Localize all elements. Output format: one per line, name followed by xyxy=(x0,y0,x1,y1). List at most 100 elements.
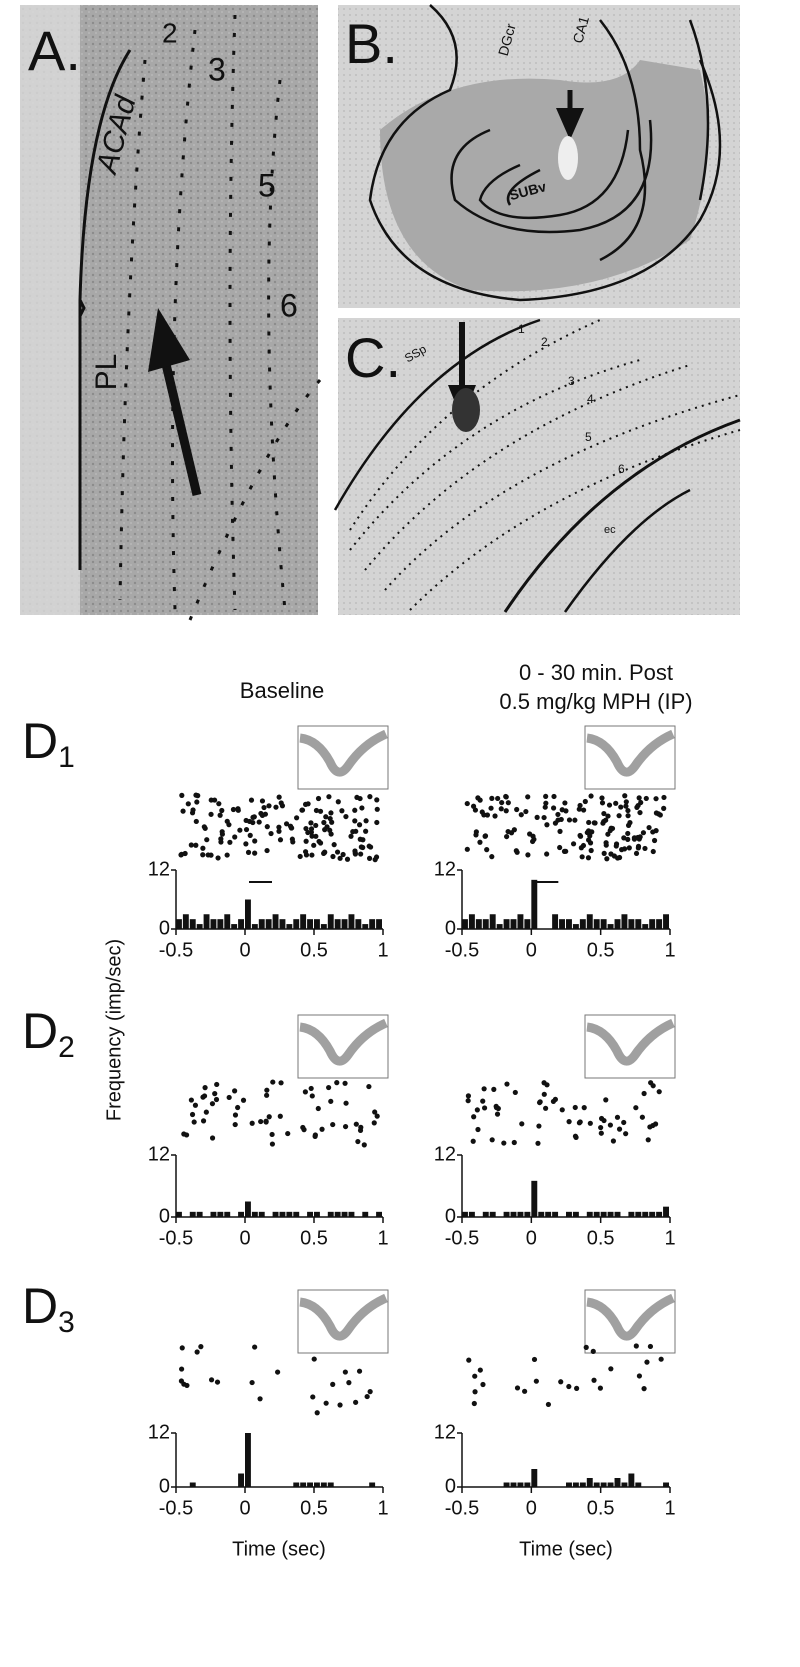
raster-spike xyxy=(193,842,199,848)
raster-spike xyxy=(308,820,314,826)
raster-spike xyxy=(581,1105,587,1111)
raster-spike xyxy=(346,1380,352,1386)
raster-spike xyxy=(278,1080,284,1086)
raster-spike xyxy=(489,1137,495,1143)
histogram-bar xyxy=(489,914,496,929)
histogram-bar xyxy=(538,1211,545,1217)
raster-spike xyxy=(551,805,557,811)
raster-spike xyxy=(330,1381,336,1387)
raster-spike xyxy=(470,1138,476,1144)
raster-spike xyxy=(625,822,632,828)
x-tick-label: 0.5 xyxy=(300,1497,328,1519)
raster-spike xyxy=(208,852,214,858)
histogram-bar xyxy=(566,1211,572,1217)
raster-spike xyxy=(266,803,272,809)
histogram-bar xyxy=(635,1211,642,1217)
raster-spike xyxy=(503,793,509,800)
raster-spike xyxy=(355,1138,361,1145)
raster-spike xyxy=(232,1088,238,1094)
raster-spike xyxy=(193,818,199,825)
raster-spike xyxy=(181,1131,187,1137)
histogram-bar xyxy=(489,1211,496,1217)
raster-spike xyxy=(603,842,609,848)
histogram-bar xyxy=(524,1482,531,1487)
raster-spike xyxy=(277,1113,283,1119)
raster-spike xyxy=(189,1111,196,1118)
y-axis-label: Frequency (imp/sec) xyxy=(103,939,125,1121)
histogram-bar xyxy=(572,1482,579,1487)
raster-spike xyxy=(232,1121,238,1128)
raster-spike xyxy=(202,1085,208,1091)
boundary-lines xyxy=(333,318,741,613)
raster-spike xyxy=(512,1089,518,1096)
raster-spike xyxy=(208,811,214,817)
raster-spike xyxy=(464,846,470,852)
raster-spike xyxy=(200,1118,207,1124)
raster-spike xyxy=(544,1082,550,1088)
histogram-bar xyxy=(586,1211,593,1217)
raster-spike xyxy=(480,1098,486,1104)
y-tick-label: 0 xyxy=(445,1205,456,1227)
raster-spike xyxy=(275,1369,281,1375)
raster-spike xyxy=(489,795,495,801)
raster-spike xyxy=(566,817,573,823)
raster-spike xyxy=(303,838,309,844)
histogram-bar xyxy=(635,1482,642,1487)
histogram-bar xyxy=(272,1211,279,1217)
histogram-bar xyxy=(314,1482,320,1487)
raster-spike xyxy=(541,814,547,821)
panel-label: C. xyxy=(345,326,401,389)
raster-spike xyxy=(194,1349,200,1355)
raster-spike xyxy=(309,1093,315,1099)
raster-spike xyxy=(482,833,488,839)
raster-spike xyxy=(591,1377,597,1383)
raster-spike xyxy=(245,849,252,855)
histogram-bar xyxy=(649,919,656,929)
region-label: ec xyxy=(604,524,616,536)
raster-spike xyxy=(658,1356,664,1362)
raster-spike xyxy=(599,800,606,806)
raster-spike xyxy=(343,1100,349,1106)
raster-spike xyxy=(201,1093,208,1099)
raster-spike xyxy=(533,1378,539,1384)
layer-label: 3 xyxy=(568,374,575,388)
raster-spike xyxy=(313,807,320,814)
raster-spike xyxy=(464,800,470,807)
raster-spike xyxy=(607,1122,613,1128)
raster-spike xyxy=(326,794,332,800)
raster-spike xyxy=(495,795,501,802)
raster-spike xyxy=(224,852,230,858)
raster-spike xyxy=(361,1142,367,1148)
histogram-bar xyxy=(189,919,196,929)
raster-spike xyxy=(314,1410,320,1416)
raster-spike xyxy=(230,806,237,813)
histogram-bar xyxy=(482,1211,489,1217)
raster-spike xyxy=(263,1118,269,1124)
raster-spike xyxy=(650,1083,656,1089)
raster-spike xyxy=(195,793,201,799)
histogram-bar xyxy=(251,924,258,929)
raster-spike xyxy=(179,792,185,798)
waveform xyxy=(299,1293,388,1341)
raster-spike xyxy=(208,1377,215,1383)
raster-spike xyxy=(640,830,647,836)
histogram-bar xyxy=(635,919,642,929)
raster-spike xyxy=(623,1131,629,1137)
raster-spike xyxy=(619,847,625,853)
histogram-bar xyxy=(531,1180,538,1217)
row-letter: D xyxy=(22,713,58,769)
raster-spike xyxy=(374,797,380,803)
raster-spike xyxy=(519,1121,525,1127)
raster-spike xyxy=(590,1348,596,1354)
histogram-bar xyxy=(251,1211,258,1217)
raster-spike xyxy=(214,1081,220,1088)
raster-spike xyxy=(611,853,617,859)
raster-spike xyxy=(356,822,363,828)
histogram-bar xyxy=(517,1482,524,1487)
histogram-bar xyxy=(628,1473,635,1487)
histogram-bar xyxy=(217,1211,224,1217)
raster-spike xyxy=(563,808,569,814)
raster-spike xyxy=(283,821,290,827)
raster-spike xyxy=(543,1105,549,1111)
raster-spike xyxy=(257,1396,263,1402)
